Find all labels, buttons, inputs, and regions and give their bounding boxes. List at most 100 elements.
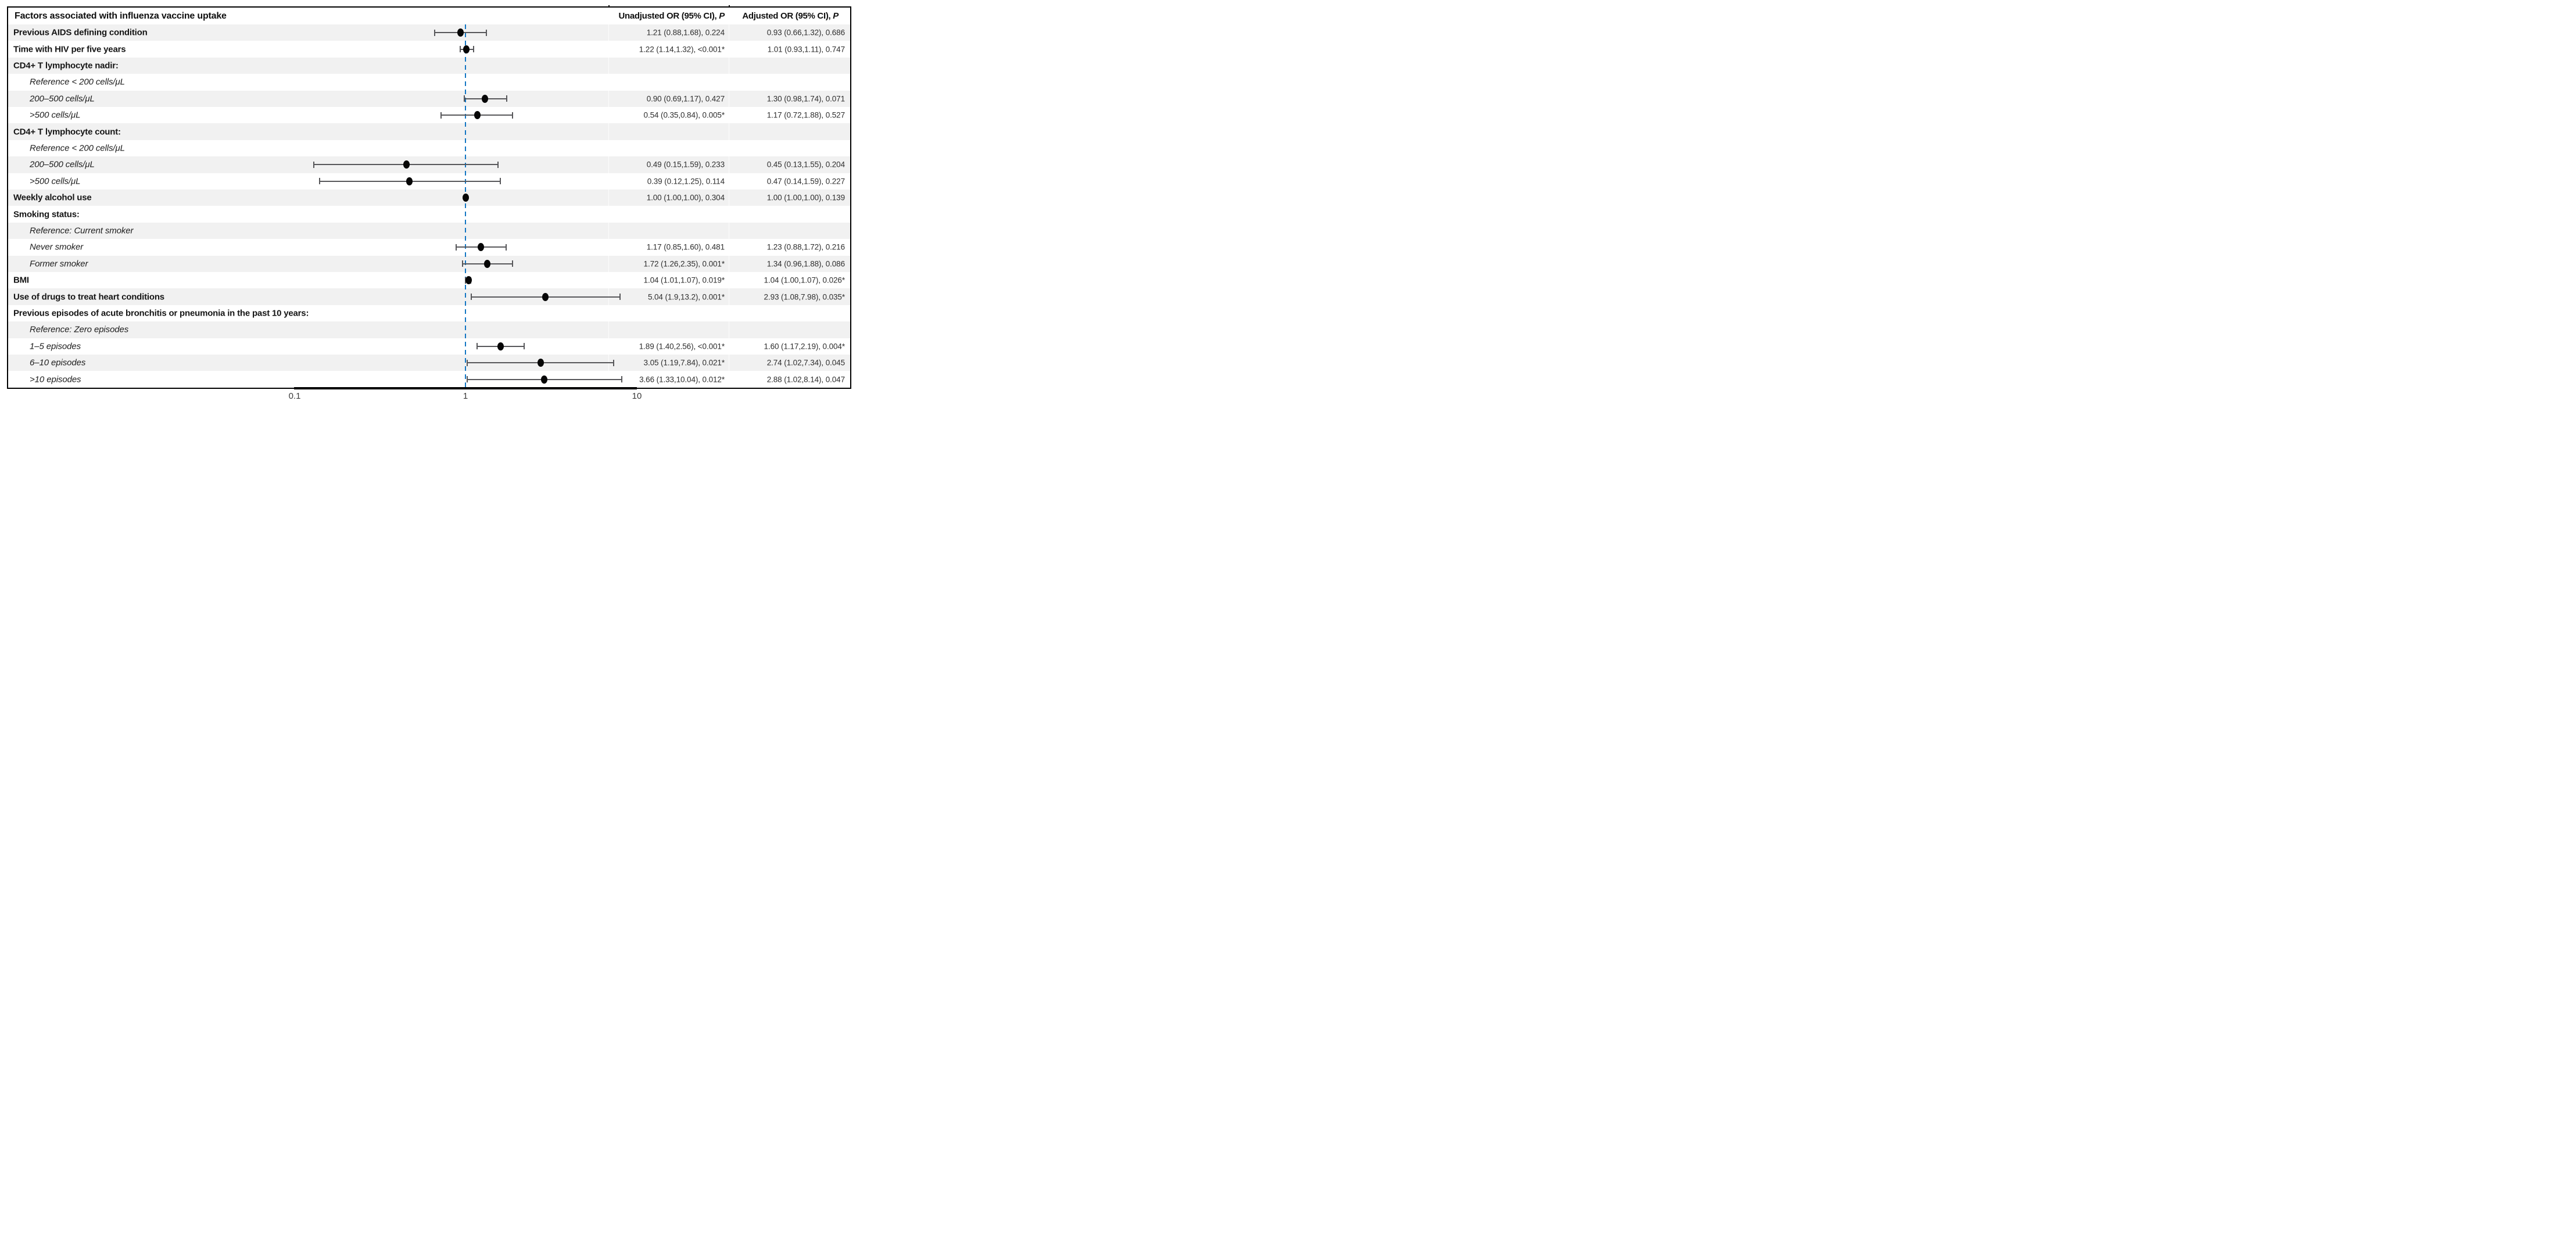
or-point-marker: [478, 243, 485, 252]
unadjusted-or-cell: 1.04 (1.01,1.07), 0.019*: [643, 276, 725, 285]
column-header-adjusted-label: Adjusted OR (95% CI),: [742, 11, 831, 21]
unadjusted-or-cell: 3.05 (1.19,7.84), 0.021*: [643, 358, 725, 367]
or-point-marker: [482, 94, 489, 103]
ci-cap-left: [466, 359, 468, 366]
table-row: Reference < 200 cells/μL: [8, 74, 850, 90]
column-divider-notch: [729, 5, 730, 8]
adjusted-or-cell: 1.01 (0.93,1.11), 0.747: [767, 45, 845, 54]
ci-cap-left: [476, 343, 478, 350]
table-row: Reference < 200 cells/μL: [8, 140, 850, 156]
ci-cap-left: [471, 294, 472, 301]
adjusted-or-cell: 1.34 (0.96,1.88), 0.086: [766, 259, 845, 269]
row-label: BMI: [13, 275, 29, 285]
table-row: >500 cells/μL 0.54 (0.35,0.84), 0.005* 1.1…: [8, 107, 850, 123]
table-row: CD4+ T lymphocyte nadir:: [8, 57, 850, 74]
or-point-marker: [484, 259, 491, 268]
adjusted-or-cell: 0.45 (0.13,1.55), 0.204: [766, 160, 845, 169]
unadjusted-or-cell: 1.00 (1.00,1.00), 0.304: [646, 193, 725, 202]
ci-cap-left: [455, 244, 457, 251]
ci-cap-right: [512, 260, 514, 267]
row-label: Previous episodes of acute bronchitis or…: [13, 308, 309, 319]
reference-line: [465, 24, 466, 388]
row-label: 6–10 episodes: [30, 357, 86, 368]
column-header-unadjusted-label: Unadjusted OR (95% CI),: [618, 11, 717, 21]
unadjusted-or-cell: 0.39 (0.12,1.25), 0.114: [647, 177, 725, 186]
table-row: Reference: Current smoker: [8, 222, 850, 239]
ci-cap-left: [318, 178, 320, 185]
ci-cap-right: [497, 161, 499, 168]
or-point-marker: [462, 194, 469, 202]
table-row: Time with HIV per five years 1.22 (1.14,1…: [8, 41, 850, 57]
header-row: Factors associated with influenza vaccin…: [8, 8, 850, 24]
row-label: 200–500 cells/μL: [30, 159, 95, 170]
table-row: Previous AIDS defining condition 1.21 (0.…: [8, 24, 850, 41]
forest-plot-figure: Factors associated with influenza vaccin…: [0, 0, 859, 412]
adjusted-or-cell: 1.23 (0.88,1.72), 0.216: [766, 242, 845, 252]
row-label: Time with HIV per five years: [13, 44, 126, 55]
row-label: 1–5 episodes: [30, 341, 81, 352]
or-point-marker: [541, 375, 548, 384]
x-axis-line: [294, 387, 637, 389]
table-row: Former smoker 1.72 (1.26,2.35), 0.001* 1.3…: [8, 255, 850, 272]
column-divider-notch: [608, 5, 610, 8]
unadjusted-or-cell: 1.17 (0.85,1.60), 0.481: [646, 242, 725, 252]
ci-cap-right: [613, 359, 615, 366]
column-header-unadjusted: Unadjusted OR (95% CI), P: [618, 8, 725, 24]
unadjusted-or-cell: 0.49 (0.15,1.59), 0.233: [646, 160, 725, 169]
or-point-marker: [457, 28, 464, 37]
x-tick-label: 0.1: [288, 391, 301, 401]
unadjusted-or-cell: 0.90 (0.69,1.17), 0.427: [646, 94, 725, 103]
adjusted-or-cell: 0.47 (0.14,1.59), 0.227: [766, 177, 845, 186]
unadjusted-or-cell: 5.04 (1.9,13.2), 0.001*: [647, 292, 725, 302]
table-row: 6–10 episodes 3.05 (1.19,7.84), 0.021* 2.7…: [8, 355, 850, 371]
adjusted-or-cell: 1.60 (1.17,2.19), 0.004*: [764, 342, 845, 351]
x-tick-label: 10: [632, 391, 642, 401]
ci-cap-left: [460, 46, 461, 53]
figure-title: Factors associated with influenza vaccin…: [15, 11, 227, 21]
ci-cap-right: [472, 46, 474, 53]
ci-cap-right: [619, 294, 621, 301]
row-label: Former smoker: [30, 259, 88, 269]
adjusted-or-cell: 1.04 (1.00,1.07), 0.026*: [764, 276, 845, 285]
ci-cap-left: [462, 260, 464, 267]
row-label: >500 cells/μL: [30, 110, 81, 120]
ci-cap-right: [505, 244, 507, 251]
adjusted-or-cell: 2.93 (1.08,7.98), 0.035*: [764, 292, 845, 302]
adjusted-or-cell: 2.74 (1.02,7.34), 0.045: [766, 358, 845, 367]
row-label: Reference < 200 cells/μL: [30, 143, 125, 153]
plot-table-box: Factors associated with influenza vaccin…: [7, 5, 851, 389]
or-point-marker: [537, 359, 544, 367]
column-seam: [608, 24, 609, 388]
table-row: Reference: Zero episodes: [8, 321, 850, 338]
row-label: Weekly alcohol use: [13, 192, 92, 203]
ci-cap-left: [440, 112, 442, 119]
table-row: 200–500 cells/μL 0.90 (0.69,1.17), 0.427 1…: [8, 90, 850, 107]
row-label: >10 episodes: [30, 374, 81, 385]
or-point-marker: [403, 160, 410, 169]
table-row: Previous episodes of acute bronchitis or…: [8, 305, 850, 321]
table-row: Weekly alcohol use 1.00 (1.00,1.00), 0.30…: [8, 189, 850, 206]
ci-cap-right: [512, 112, 514, 119]
table-row: >10 episodes 3.66 (1.33,10.04), 0.012* 2.8…: [8, 371, 850, 387]
row-label: Reference: Current smoker: [30, 226, 134, 236]
ci-cap-left: [313, 161, 315, 168]
row-label: Reference: Zero episodes: [30, 324, 129, 335]
column-header-adjusted-p: P: [833, 11, 839, 21]
row-label: Never smoker: [30, 242, 84, 252]
table-row: Use of drugs to treat heart conditions 5.…: [8, 288, 850, 305]
or-point-marker: [465, 276, 472, 285]
ci-cap-right: [621, 376, 622, 383]
row-label: 200–500 cells/μL: [30, 94, 95, 104]
or-point-marker: [463, 45, 470, 53]
or-point-marker: [474, 111, 481, 120]
unadjusted-or-cell: 0.54 (0.35,0.84), 0.005*: [643, 110, 725, 120]
adjusted-or-cell: 0.93 (0.66,1.32), 0.686: [766, 28, 845, 37]
table-row: Never smoker 1.17 (0.85,1.60), 0.481 1.23 …: [8, 239, 850, 255]
ci-cap-right: [523, 343, 525, 350]
unadjusted-or-cell: 1.21 (0.88,1.68), 0.224: [646, 28, 725, 37]
table-row: 1–5 episodes 1.89 (1.40,2.56), <0.001* 1.6…: [8, 338, 850, 355]
adjusted-or-cell: 1.17 (0.72,1.88), 0.527: [766, 110, 845, 120]
ci-cap-right: [499, 178, 501, 185]
x-tick-label: 1: [463, 391, 468, 401]
unadjusted-or-cell: 3.66 (1.33,10.04), 0.012*: [639, 375, 725, 384]
